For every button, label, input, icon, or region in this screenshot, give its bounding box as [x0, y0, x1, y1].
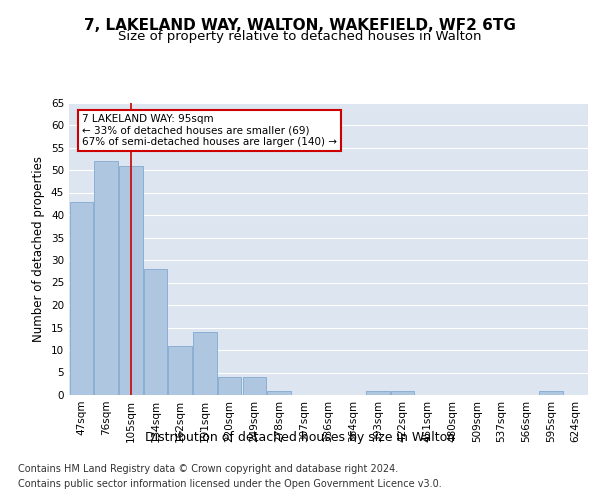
Bar	[268, 390, 291, 395]
Bar	[366, 390, 389, 395]
Bar	[193, 332, 217, 395]
Bar	[70, 202, 93, 395]
Bar	[242, 377, 266, 395]
Text: Contains HM Land Registry data © Crown copyright and database right 2024.: Contains HM Land Registry data © Crown c…	[18, 464, 398, 474]
Bar	[539, 390, 563, 395]
Bar	[144, 269, 167, 395]
Bar	[391, 390, 415, 395]
Y-axis label: Number of detached properties: Number of detached properties	[32, 156, 46, 342]
Text: 7, LAKELAND WAY, WALTON, WAKEFIELD, WF2 6TG: 7, LAKELAND WAY, WALTON, WAKEFIELD, WF2 …	[84, 18, 516, 32]
Text: 7 LAKELAND WAY: 95sqm
← 33% of detached houses are smaller (69)
67% of semi-deta: 7 LAKELAND WAY: 95sqm ← 33% of detached …	[82, 114, 337, 147]
Bar	[169, 346, 192, 395]
Bar	[94, 161, 118, 395]
Bar	[218, 377, 241, 395]
Text: Contains public sector information licensed under the Open Government Licence v3: Contains public sector information licen…	[18, 479, 442, 489]
Text: Distribution of detached houses by size in Walton: Distribution of detached houses by size …	[145, 431, 455, 444]
Text: Size of property relative to detached houses in Walton: Size of property relative to detached ho…	[118, 30, 482, 43]
Bar	[119, 166, 143, 395]
